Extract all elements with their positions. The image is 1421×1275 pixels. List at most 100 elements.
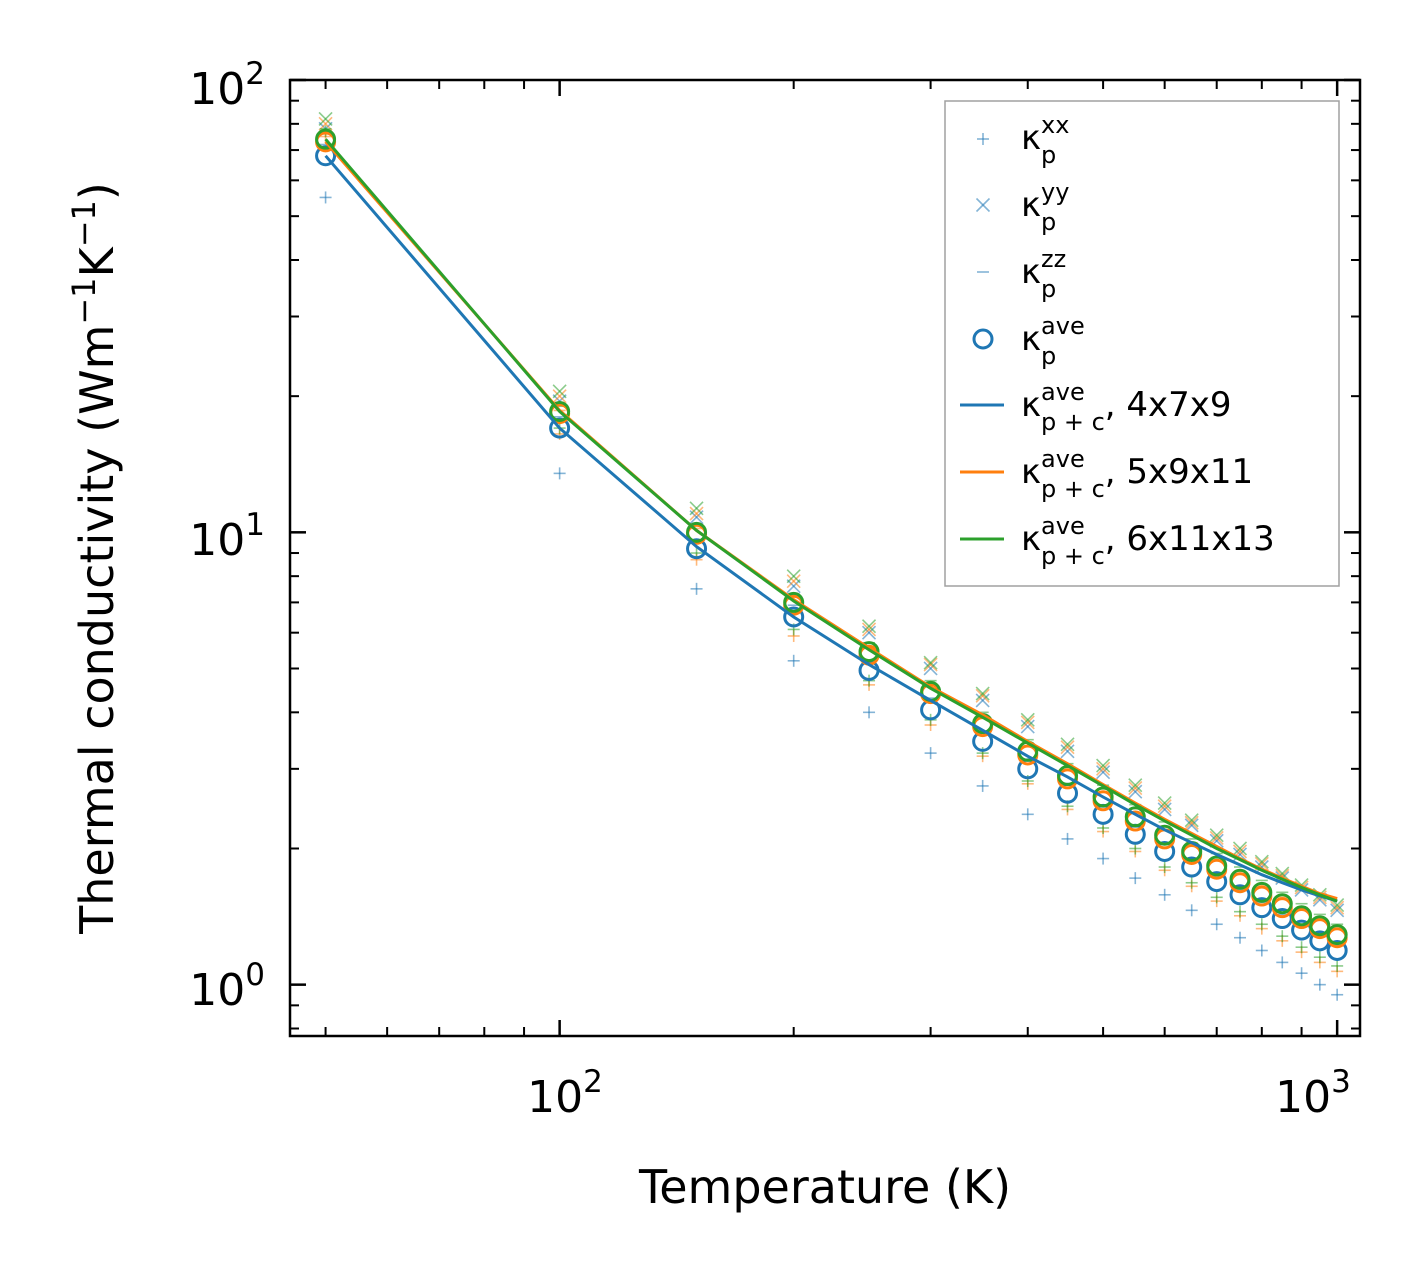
point-kappa-xx — [1255, 944, 1268, 957]
point-kappa-yy — [975, 686, 990, 701]
point-kappa-yy — [786, 574, 801, 589]
point-kappa-ave — [1326, 939, 1348, 961]
point-kappa-yy — [552, 389, 567, 404]
point-kappa-yy — [975, 688, 990, 703]
point-kappa-ave — [1181, 856, 1203, 878]
cross-b — [786, 579, 801, 594]
y-axis-label: Thermal conductivity (Wm−1K−1) — [65, 182, 124, 935]
point-kappa-yy — [1128, 778, 1143, 793]
point-kappa-ave — [1154, 840, 1176, 862]
point-kappa-yy — [689, 501, 704, 516]
point-kappa-xx — [319, 191, 332, 204]
point-kappa-xx — [924, 747, 937, 760]
point-kappa-xx — [1210, 891, 1223, 904]
cross-b — [1232, 841, 1248, 856]
point-kappa-xx — [1313, 978, 1326, 991]
line-kappa-p-plus-c-6x11x13 — [324, 138, 1338, 903]
cross-b — [1020, 712, 1035, 727]
cross-b — [975, 688, 990, 703]
point-kappa-yy — [318, 111, 333, 127]
point-kappa-yy — [1060, 740, 1075, 755]
point-kappa-yy — [1096, 758, 1111, 773]
cross-b — [1157, 802, 1172, 817]
cross-b — [975, 686, 990, 701]
point-kappa-ave — [1206, 855, 1228, 877]
point-kappa-yy — [975, 693, 990, 708]
cross-b — [1096, 761, 1111, 776]
cross-b — [1128, 781, 1143, 796]
cross-b — [1060, 737, 1075, 752]
y-tick-label-10: 101 — [189, 507, 265, 566]
legend-label-kappa-xx: κxx p — [1021, 111, 1069, 169]
y-tick-label-100: 102 — [189, 56, 265, 115]
point-kappa-xx — [1234, 931, 1247, 944]
cross-b — [1209, 830, 1224, 846]
point-kappa-xx — [1255, 918, 1268, 931]
point-kappa-yy — [786, 569, 801, 584]
cross-b — [1096, 758, 1111, 773]
point-kappa-ave — [1291, 905, 1313, 927]
point-kappa-ave — [1124, 806, 1146, 828]
point-kappa-yy — [1232, 841, 1248, 856]
point-kappa-ave — [686, 521, 708, 543]
cross-b — [1020, 719, 1035, 734]
cross-b — [1209, 828, 1224, 843]
plot-frame — [288, 78, 1362, 1038]
legend-label-kappa-zz: κzz p — [1021, 245, 1066, 303]
point-kappa-xx — [1276, 956, 1289, 969]
point-kappa-xx — [1276, 930, 1289, 943]
cross-b — [1184, 813, 1199, 828]
cross-b — [1157, 799, 1172, 814]
axis-ticks — [290, 78, 1360, 1036]
point-kappa-xx — [863, 706, 876, 719]
point-kappa-yy — [1128, 781, 1143, 796]
cross-b — [1330, 900, 1345, 915]
cross-b — [1060, 744, 1075, 759]
point-kappa-yy — [923, 655, 938, 670]
point-kappa-xx — [1097, 852, 1110, 865]
point-kappa-ave — [1309, 915, 1331, 937]
cross-b — [1096, 765, 1111, 780]
cross-b — [786, 574, 801, 589]
point-kappa-yy — [861, 622, 877, 637]
cross-b — [861, 625, 877, 640]
x-tick-label-100: 102 — [527, 1064, 603, 1123]
point-kappa-yy — [1330, 900, 1345, 915]
cross-b — [1157, 796, 1172, 811]
point-kappa-yy — [1128, 784, 1143, 799]
point-kappa-ave — [1251, 897, 1273, 919]
point-kappa-yy — [1096, 765, 1111, 780]
legend-symbol-circle — [972, 328, 994, 350]
point-kappa-yy — [786, 579, 801, 594]
cross-b — [318, 111, 333, 127]
point-kappa-ave — [783, 606, 805, 628]
point-kappa-yy — [1330, 903, 1345, 918]
point-kappa-xx — [1021, 808, 1034, 821]
point-kappa-xx — [1295, 941, 1308, 954]
point-kappa-yy — [1157, 802, 1172, 817]
x-tick-label-1000: 103 — [1275, 1064, 1351, 1123]
cross-b — [1060, 740, 1075, 755]
data-marks — [315, 111, 1348, 1001]
cross-b — [975, 197, 991, 213]
point-kappa-yy — [1184, 815, 1199, 830]
cross-b — [1128, 784, 1143, 799]
cross-b — [552, 384, 567, 399]
point-kappa-yy — [1209, 830, 1224, 846]
point-kappa-xx — [1185, 904, 1198, 917]
legend-label-kappa-yy: κyy p — [1021, 178, 1069, 236]
x-axis-label: Temperature (K) — [638, 1160, 1011, 1214]
point-kappa-xx — [787, 654, 800, 667]
point-kappa-yy — [1209, 828, 1224, 843]
point-kappa-yy — [1184, 813, 1199, 828]
point-kappa-xx — [1234, 905, 1247, 918]
cross-b — [552, 389, 567, 404]
point-kappa-yy — [861, 625, 877, 640]
cross-b — [1184, 815, 1199, 830]
point-kappa-yy — [1020, 712, 1035, 727]
point-kappa-ave — [1251, 881, 1273, 903]
point-kappa-yy — [552, 384, 567, 399]
legend: κxx p κyy p κzz p κave p κave p + c, 4x7x9 κa… — [944, 100, 1340, 587]
point-kappa-xx — [1295, 967, 1308, 980]
